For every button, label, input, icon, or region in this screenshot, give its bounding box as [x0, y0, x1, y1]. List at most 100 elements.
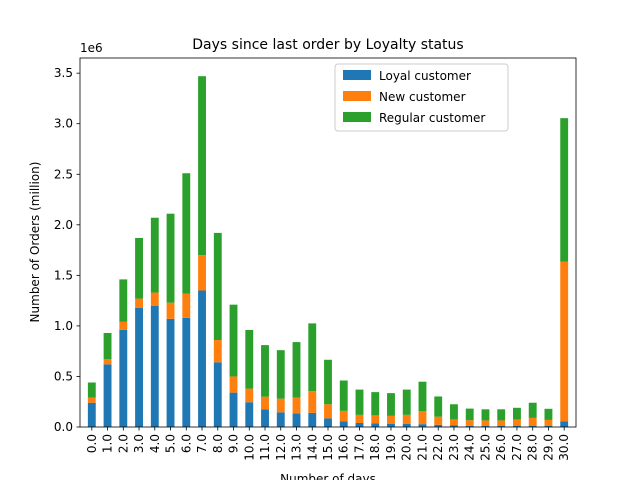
bar-8.0-series-2: [213, 232, 222, 341]
x-tick-label: 0.0: [85, 434, 99, 453]
bar-19.0-series-0: [387, 423, 395, 427]
y-tick-label: 1.5: [54, 268, 73, 282]
bar-13.0-series-2: [292, 342, 301, 398]
bar-21.0-series-0: [418, 424, 427, 427]
y-tick-label: 2.5: [54, 167, 73, 181]
bar-10.0-series-1: [245, 388, 254, 403]
bar-4.0-series-0: [150, 305, 159, 427]
bar-30.0-series-1: [560, 261, 569, 422]
x-tick-label: 25.0: [478, 434, 492, 461]
y-tick-label: 3.0: [54, 117, 73, 131]
bar-27.0-series-1: [513, 419, 521, 426]
bar-9.0-series-1: [229, 376, 238, 393]
x-tick-label: 9.0: [227, 434, 241, 453]
legend-swatch: [343, 91, 371, 101]
chart-title: Days since last order by Loyalty status: [192, 37, 463, 53]
x-tick-label: 26.0: [494, 434, 508, 461]
x-tick-label: 12.0: [274, 434, 288, 461]
bar-7.0-series-1: [198, 255, 206, 291]
bar-20.0-series-1: [402, 414, 411, 424]
x-tick-label: 3.0: [132, 434, 146, 453]
bar-12.0-series-2: [276, 350, 285, 399]
bar-29.0-series-1: [544, 419, 553, 426]
bar-22.0-series-0: [434, 424, 443, 427]
bar-15.0-series-2: [324, 359, 332, 405]
bar-3.0-series-0: [135, 307, 143, 427]
bar-22.0-series-1: [434, 416, 443, 425]
bar-18.0-series-2: [371, 392, 380, 416]
bar-26.0-series-1: [497, 420, 506, 426]
y-tick-label: 0.0: [54, 420, 73, 434]
bar-25.0-series-2: [481, 409, 490, 421]
bar-11.0-series-0: [261, 409, 269, 427]
bar-17.0-series-0: [355, 422, 364, 427]
bar-22.0-series-2: [434, 396, 443, 417]
bar-5.0-series-0: [166, 318, 175, 427]
bar-3.0-series-2: [135, 237, 143, 299]
bar-20.0-series-0: [402, 423, 411, 427]
bar-21.0-series-1: [418, 411, 427, 425]
legend-label: New customer: [379, 90, 466, 104]
x-tick-label: 24.0: [463, 434, 477, 461]
x-tick-label: 30.0: [557, 434, 571, 461]
x-tick-label: 1.0: [101, 434, 115, 453]
x-tick-label: 2.0: [116, 434, 130, 453]
x-tick-label: 5.0: [164, 434, 178, 453]
bar-29.0-series-0: [544, 425, 553, 427]
bar-13.0-series-0: [292, 413, 301, 427]
bar-28.0-series-0: [528, 425, 537, 427]
bar-0.0-series-0: [87, 402, 96, 427]
bar-10.0-series-0: [245, 402, 254, 427]
y-offset-text: 1e6: [80, 41, 103, 55]
bar-25.0-series-1: [481, 420, 490, 426]
legend-swatch: [343, 112, 371, 122]
bar-17.0-series-2: [355, 389, 364, 415]
bar-15.0-series-0: [324, 418, 332, 427]
bar-6.0-series-0: [182, 317, 191, 427]
x-tick-label: 7.0: [195, 434, 209, 453]
bar-13.0-series-1: [292, 397, 301, 414]
y-tick-label: 2.0: [54, 218, 73, 232]
bar-6.0-series-2: [182, 173, 191, 294]
bar-24.0-series-2: [465, 408, 474, 421]
x-tick-label: 27.0: [510, 434, 524, 461]
bar-7.0-series-0: [198, 290, 206, 427]
bar-30.0-series-2: [560, 118, 569, 262]
bar-5.0-series-2: [166, 213, 175, 303]
bar-4.0-series-2: [150, 217, 159, 293]
y-tick-label: 0.5: [54, 369, 73, 383]
bar-0.0-series-1: [87, 397, 96, 403]
bar-2.0-series-1: [119, 321, 128, 330]
bar-9.0-series-0: [229, 392, 238, 427]
x-tick-label: 23.0: [447, 434, 461, 461]
bar-24.0-series-1: [465, 420, 474, 426]
bar-10.0-series-2: [245, 329, 254, 389]
bars-group: [87, 76, 569, 427]
bar-11.0-series-2: [261, 345, 269, 397]
x-tick-label: 15.0: [321, 434, 335, 461]
y-ticks-group: 0.0 0.5 1.0 1.5 2.0 2.5 3.0 3.5: [54, 66, 80, 434]
y-axis-label: Number of Orders (million): [28, 162, 42, 323]
x-tick-label: 4.0: [148, 434, 162, 453]
bar-26.0-series-2: [497, 409, 506, 421]
bar-3.0-series-1: [135, 298, 143, 308]
bar-29.0-series-2: [544, 408, 553, 420]
x-tick-label: 19.0: [384, 434, 398, 461]
x-tick-label: 16.0: [337, 434, 351, 461]
bar-18.0-series-0: [371, 423, 380, 427]
bar-5.0-series-1: [166, 302, 175, 319]
x-tick-label: 22.0: [431, 434, 445, 461]
bar-1.0-series-1: [103, 359, 112, 365]
bar-8.0-series-0: [213, 362, 222, 427]
bar-4.0-series-1: [150, 292, 159, 306]
bar-19.0-series-1: [387, 415, 395, 424]
bar-12.0-series-1: [276, 398, 285, 413]
plot-frame: [79, 57, 577, 428]
bar-14.0-series-1: [308, 391, 317, 413]
legend-swatch: [343, 70, 371, 80]
bar-18.0-series-1: [371, 415, 380, 424]
x-tick-label: 21.0: [415, 434, 429, 461]
bar-21.0-series-2: [418, 381, 427, 412]
bar-28.0-series-1: [528, 417, 537, 426]
bar-15.0-series-1: [324, 404, 332, 419]
